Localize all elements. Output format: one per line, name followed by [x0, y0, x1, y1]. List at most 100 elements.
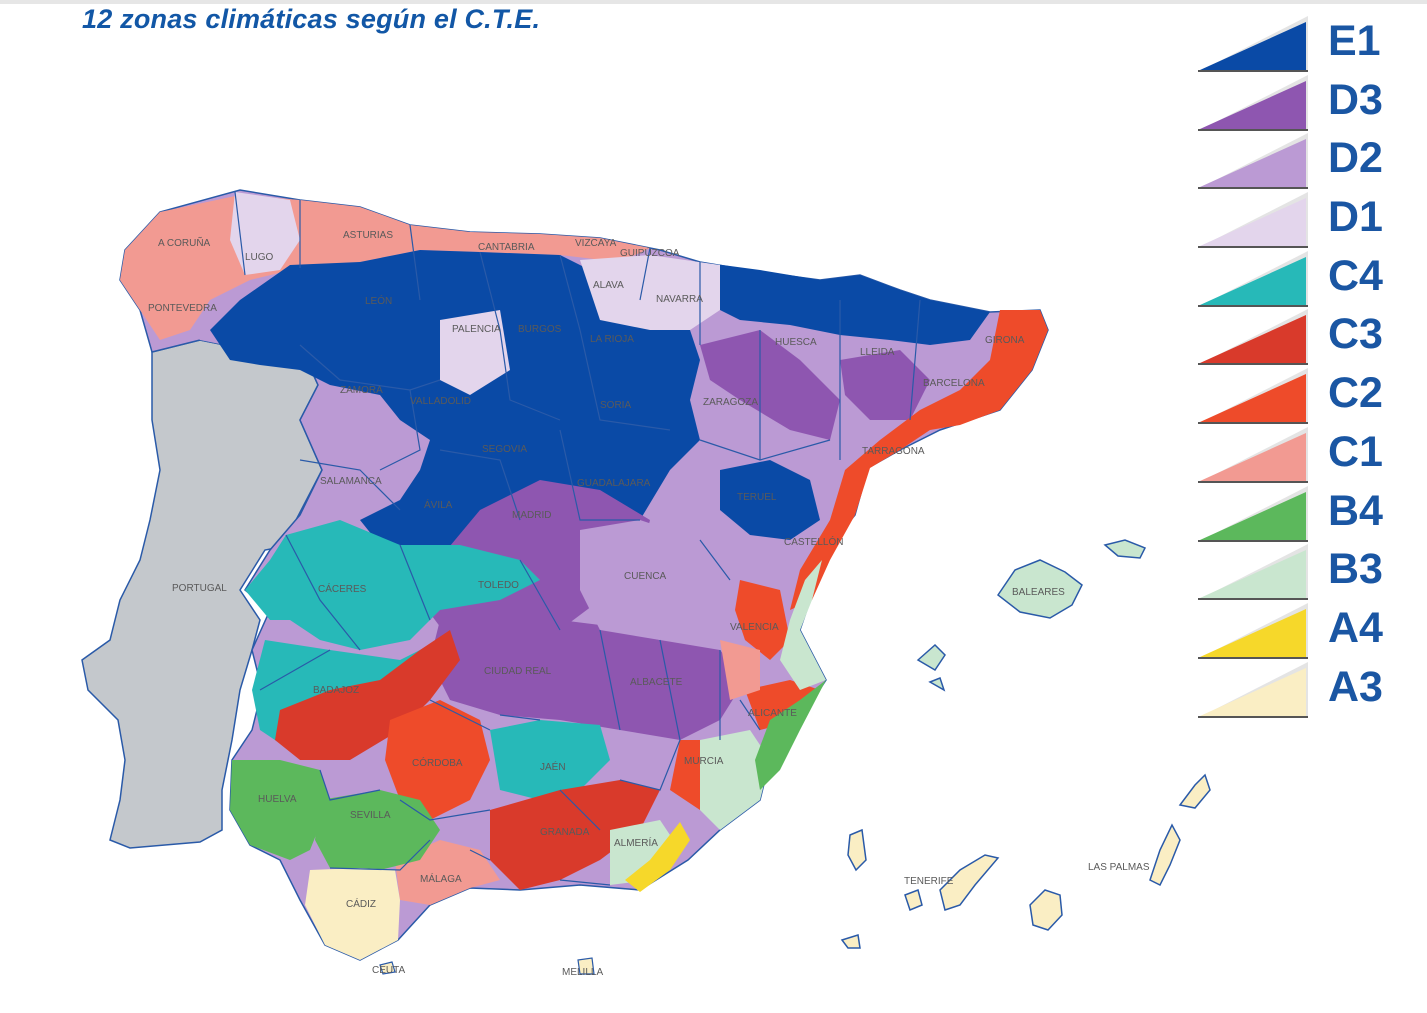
legend-swatch	[1198, 309, 1308, 366]
label-toledo: TOLEDO	[478, 580, 519, 591]
label-avila: ÁVILA	[424, 498, 453, 511]
zone-c2-cordoba	[385, 700, 490, 820]
legend-item: C2	[1198, 366, 1418, 425]
legend-swatch	[1198, 426, 1308, 483]
zone-c2-east-coast	[790, 310, 1048, 610]
label-jaen: JAÉN	[540, 760, 566, 773]
label-sevilla: SEVILLA	[350, 810, 391, 821]
legend-item: E1	[1198, 14, 1418, 73]
label-granada: GRANADA	[540, 827, 590, 838]
city-melilla	[577, 957, 595, 975]
canary-islands	[840, 773, 1211, 949]
zone-d2-cuenca	[580, 520, 730, 640]
label-portugal: PORTUGAL	[172, 583, 227, 594]
legend-swatch	[1198, 602, 1308, 659]
zone-a3-cadiz	[305, 868, 400, 960]
zone-b3-almeria	[610, 820, 680, 885]
label-cadiz: CÁDIZ	[346, 897, 376, 910]
legend-label: C2	[1328, 369, 1383, 418]
label-navarra: NAVARRA	[656, 294, 703, 305]
legend-item: B4	[1198, 484, 1418, 543]
label-alicante: ALICANTE	[748, 708, 797, 719]
legend-label: D3	[1328, 75, 1383, 124]
zone-b3-valencia	[780, 560, 826, 690]
zone-e1-teruel	[720, 460, 820, 540]
zone-b3-murcia	[700, 730, 770, 830]
label-almeria: ALMERÍA	[614, 836, 658, 849]
label-salamanca: SALAMANCA	[320, 476, 382, 487]
label-cordoba: CÓRDOBA	[412, 756, 463, 769]
legend-label: E1	[1328, 17, 1381, 65]
island-el-hierro	[840, 934, 861, 949]
label-segovia: SEGOVIA	[482, 444, 527, 455]
label-lleida: LLEIDA	[860, 347, 895, 358]
legend-label: C1	[1328, 427, 1383, 476]
island-formentera	[928, 677, 946, 692]
label-las-palmas: LAS PALMAS	[1088, 862, 1150, 873]
legend-label: B3	[1328, 545, 1383, 594]
label-malaga: MÁLAGA	[420, 872, 462, 885]
legend-item: A4	[1198, 601, 1418, 660]
label-guadalajara: GUADALAJARA	[577, 478, 651, 489]
legend-swatch	[1198, 16, 1308, 72]
label-zaragoza: ZARAGOZA	[703, 397, 758, 408]
zone-b4-alicante	[755, 680, 826, 790]
label-murcia: MURCIA	[684, 756, 724, 767]
zone-d3-lleida	[840, 350, 930, 420]
zone-d3-la-mancha	[430, 615, 745, 740]
label-la-rioja: LA RIOJA	[590, 334, 634, 345]
balearic-islands	[916, 539, 1147, 692]
zone-a4-almeria	[625, 822, 690, 892]
label-lugo: LUGO	[245, 252, 274, 263]
zone-e1-north	[210, 250, 700, 555]
label-ceuta: CEUTA	[372, 965, 405, 976]
island-menorca	[1103, 539, 1147, 559]
legend-swatch	[1198, 544, 1308, 601]
label-caceres: CÁCERES	[318, 582, 367, 595]
label-teruel: TERUEL	[737, 492, 777, 503]
legend-label: D1	[1328, 193, 1383, 242]
legend-label: A4	[1328, 603, 1383, 652]
legend-label: C4	[1328, 251, 1383, 300]
legend-item: D1	[1198, 190, 1418, 249]
label-guipuzcoa: GUIPÚZCOA	[620, 246, 680, 259]
zone-d1-rioja	[580, 255, 720, 330]
city-ceuta	[379, 961, 396, 975]
label-barcelona: BARCELONA	[923, 378, 985, 389]
label-valencia: VALENCIA	[730, 622, 779, 633]
label-leon: LEÓN	[365, 294, 392, 307]
label-asturias: ASTURIAS	[343, 230, 393, 241]
label-palencia: PALENCIA	[452, 324, 501, 335]
label-soria: SORIA	[600, 400, 631, 411]
legend-item: A3	[1198, 660, 1418, 719]
island-la-palma	[847, 828, 867, 872]
legend-swatch	[1198, 74, 1308, 131]
zone-b4-huelva	[230, 760, 330, 860]
label-huelva: HUELVA	[258, 794, 297, 805]
label-cuenca: CUENCA	[624, 571, 667, 582]
province-borders	[234, 191, 921, 886]
island-fuerteventura	[1149, 823, 1181, 887]
label-castellon: CASTELLÓN	[784, 535, 843, 548]
label-valladolid: VALLADOLID	[410, 396, 471, 407]
top-rule	[0, 0, 1427, 4]
legend-label: D2	[1328, 134, 1383, 183]
island-gran-canaria	[1029, 889, 1063, 931]
legend: E1 D3 D2 D1 C4 C3 C2 C1 B4 B3 A4 A3	[1198, 14, 1418, 718]
legend-swatch	[1198, 192, 1308, 249]
label-pontevedra: PONTEVEDRA	[148, 303, 217, 314]
autonomous-cities	[379, 957, 595, 975]
label-vizcaya: VIZCAYA	[575, 238, 617, 249]
label-baleares: BALEARES	[1012, 587, 1065, 598]
label-tenerife: TENERIFE	[904, 876, 954, 887]
label-badajoz: BADAJOZ	[313, 685, 359, 696]
label-zamora: ZAMORA	[340, 385, 383, 396]
legend-item: D3	[1198, 73, 1418, 132]
zone-c4-jaen	[490, 720, 610, 800]
label-melilla: MELILLA	[562, 967, 603, 978]
legend-label: B4	[1328, 486, 1383, 535]
map-title: 12 zonas climáticas según el C.T.E.	[82, 4, 541, 34]
legend-item: B3	[1198, 542, 1418, 601]
zone-c3-badajoz	[275, 630, 460, 760]
